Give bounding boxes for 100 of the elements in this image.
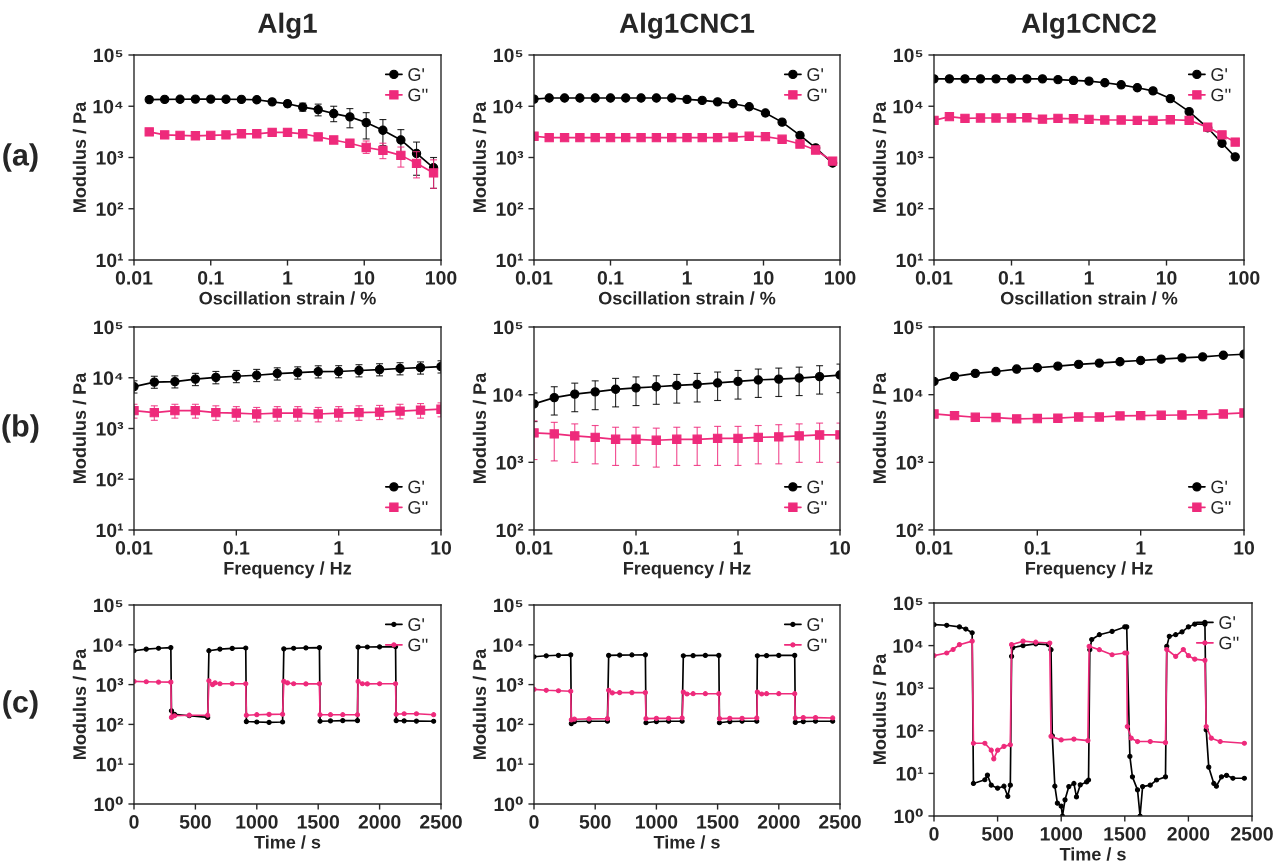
x-tick-label: 2000	[757, 814, 800, 829]
x-tick-label: 1	[733, 541, 743, 555]
y-tick-label: 10⁵	[94, 598, 123, 613]
x-tick-label: 1500	[697, 814, 739, 829]
y-tick-label: 10⁴	[893, 639, 923, 653]
y-tick-label: 10¹	[496, 253, 523, 268]
y-tick-label: 10⁵	[894, 596, 923, 611]
legend-label: G'	[807, 618, 824, 631]
y-tick-label: 10¹	[96, 523, 123, 538]
y-axis-title: Modulus / Pa	[872, 653, 887, 764]
legend-label: G''	[408, 638, 428, 652]
x-tick-label: 2000	[1167, 826, 1210, 841]
x-axis-title: Oscillation strain / %	[598, 291, 776, 305]
y-tick-label: 10⁴	[893, 388, 923, 402]
x-tick-label: 1000	[236, 814, 278, 829]
x-tick-label: 2500	[420, 814, 462, 829]
y-tick-label: 10⁵	[94, 320, 123, 335]
x-axis-title: Frequency / Hz	[224, 561, 352, 579]
y-tick-label: 10⁴	[93, 371, 123, 385]
y-axis-title: Modulus / Pa	[872, 372, 887, 483]
x-tick-label: 0.01	[115, 540, 153, 555]
legend-label: G'	[807, 480, 824, 494]
x-tick-label: 0.1	[597, 270, 624, 285]
y-tick-label: 10²	[896, 724, 924, 739]
y-tick-label: 10²	[896, 523, 924, 538]
x-tick-label: 1500	[1104, 826, 1146, 841]
x-tick-label: 1	[682, 271, 692, 285]
y-tick-label: 10²	[96, 472, 124, 487]
y-tick-label: 10³	[896, 681, 924, 696]
x-tick-label: 0	[529, 814, 539, 829]
x-axis-title: Time / s	[254, 835, 321, 849]
legend-label: G''	[1211, 88, 1231, 102]
chart-title: Alg1CNC2	[1021, 12, 1156, 39]
x-tick-label: 2000	[358, 814, 401, 829]
x-tick-label: 10	[354, 270, 375, 285]
legend-label: G''	[807, 88, 827, 102]
y-tick-label: 10⁴	[93, 638, 123, 653]
y-tick-label: 10³	[96, 421, 124, 436]
x-tick-label: 10	[830, 540, 851, 555]
y-tick-label: 10⁰	[94, 796, 123, 812]
y-tick-label: 10³	[896, 150, 924, 165]
y-tick-label: 10³	[96, 150, 124, 165]
y-tick-label: 10¹	[496, 757, 523, 772]
x-axis-title: Oscillation strain / %	[199, 291, 376, 305]
x-tick-label: 500	[179, 814, 211, 829]
y-tick-label: 10²	[96, 717, 124, 732]
y-tick-label: 10⁴	[493, 388, 523, 402]
x-axis-title: Frequency / Hz	[624, 561, 751, 579]
y-axis-title: Modulus / Pa	[72, 648, 87, 759]
y-tick-label: 10⁵	[894, 320, 923, 335]
legend-label: G''	[1211, 501, 1231, 514]
y-tick-label: 10³	[496, 678, 524, 692]
y-axis-title: Modulus / Pa	[472, 372, 487, 483]
x-axis-title: Time / s	[653, 835, 720, 849]
legend-label: G''	[807, 638, 827, 652]
legend-label: G''	[1219, 636, 1239, 650]
x-tick-label: 0	[929, 826, 939, 841]
x-tick-label: 100	[426, 270, 457, 285]
x-tick-label: 0.01	[515, 540, 553, 555]
x-tick-label: 10	[1156, 270, 1177, 285]
y-tick-label: 10¹	[896, 253, 923, 268]
y-tick-label: 10²	[896, 202, 924, 216]
y-tick-label: 10⁵	[494, 598, 523, 613]
x-tick-label: 0.1	[223, 540, 250, 555]
x-tick-label: 10	[1234, 540, 1255, 555]
y-tick-label: 10⁵	[494, 48, 523, 63]
x-tick-label: 0.1	[623, 540, 649, 555]
x-tick-label: 0.01	[515, 270, 553, 285]
x-tick-label: 1	[1136, 541, 1146, 555]
x-tick-label: 0.01	[915, 540, 953, 555]
x-tick-label: 1000	[1040, 826, 1083, 841]
text: (a)	[3, 143, 38, 172]
y-tick-label: 10⁰	[494, 796, 523, 812]
y-tick-label: 10⁴	[493, 99, 523, 114]
x-tick-label: 0.01	[915, 270, 953, 285]
x-tick-label: 0.1	[198, 270, 224, 285]
y-axis-title: Modulus / Pa	[472, 101, 487, 212]
y-tick-label: 10³	[496, 150, 524, 165]
legend-label: G'	[408, 618, 425, 631]
legend-label: G''	[807, 501, 827, 514]
x-axis-title: Oscillation strain / %	[1000, 291, 1178, 305]
x-axis-title: Time / s	[1059, 847, 1126, 861]
x-tick-label: 2500	[819, 814, 861, 829]
y-tick-label: 10³	[896, 455, 924, 470]
legend-label: G'	[408, 68, 425, 81]
chart-title: Alg1CNC1	[619, 12, 755, 39]
y-tick-label: 10⁵	[494, 320, 523, 335]
x-tick-label: 1000	[636, 814, 678, 829]
legend-label: G''	[408, 88, 428, 102]
x-tick-label: 0.1	[1024, 540, 1051, 555]
y-tick-label: 10¹	[96, 253, 123, 268]
x-tick-label: 100	[1229, 270, 1260, 285]
x-tick-label: 1	[283, 271, 293, 285]
y-axis-title: Modulus / Pa	[472, 648, 487, 759]
x-tick-label: 500	[981, 826, 1014, 841]
y-tick-label: 10⁴	[493, 638, 523, 653]
text: (c)	[3, 690, 38, 719]
y-tick-label: 10⁴	[93, 99, 123, 114]
y-tick-label: 10²	[496, 717, 524, 732]
y-axis-title: Modulus / Pa	[72, 372, 87, 483]
